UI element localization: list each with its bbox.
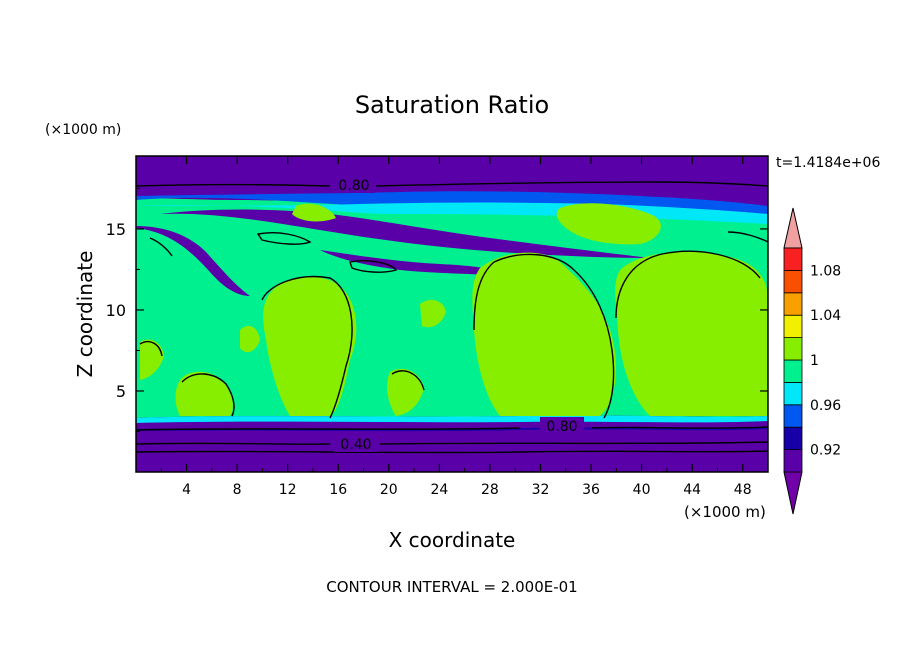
y-axis-label: Z coordinate	[73, 251, 97, 378]
x-unit-label: (×1000 m)	[684, 503, 766, 521]
x-tick-label-3: 16	[329, 482, 347, 498]
colorbar-under-triangle	[783, 471, 803, 515]
colorbar-swatch-9	[783, 247, 803, 271]
contour-interval-footer: CONTOUR INTERVAL = 2.000E-01	[326, 578, 577, 596]
y-tick-label-0: 5	[116, 382, 126, 401]
colorbar-swatch-2	[783, 404, 803, 428]
colorbar-swatch-8	[783, 269, 803, 294]
field-cyan-edge-bottom	[136, 415, 768, 423]
x-tick-label-7: 32	[532, 482, 550, 498]
contour-labels: 0.80 0.80 0.40	[333, 176, 584, 453]
x-tick-label-1: 8	[233, 482, 242, 498]
field-dry-filament-1	[160, 209, 650, 258]
contour-label-lower: 0.40	[340, 437, 371, 453]
colorbar-swatch-3	[783, 381, 803, 406]
colorbar-swatch-0	[783, 449, 803, 473]
x-tick-label-6: 28	[481, 482, 499, 498]
x-tick-label-4: 20	[380, 482, 398, 498]
y-tick-label-2: 15	[106, 220, 126, 239]
x-tick-label-10: 44	[683, 482, 701, 498]
y-axis-ticks: 5 10 15	[106, 187, 768, 432]
x-tick-label-0: 4	[182, 482, 191, 498]
y-unit-label: (×1000 m)	[45, 122, 121, 138]
colorbar-swatch-1	[783, 426, 803, 451]
x-axis-label: X coordinate	[389, 528, 516, 552]
colorbar-swatch-5	[783, 337, 803, 361]
contour-lines	[136, 181, 768, 454]
contour-label-middle: 0.80	[546, 419, 577, 435]
contour-field	[136, 156, 768, 472]
colorbar-swatch-6	[783, 314, 803, 339]
x-tick-label-9: 40	[633, 482, 651, 498]
field-dry-filament-2	[136, 226, 250, 296]
x-tick-label-8: 36	[582, 482, 600, 498]
time-label: t=1.4184e+06	[776, 155, 880, 171]
x-tick-label-5: 24	[430, 482, 448, 498]
colorbar: 0.92 0.96 1 1.04 1.08	[783, 207, 841, 515]
colorbar-label-0: 0.92	[810, 443, 841, 459]
x-tick-label-11: 48	[734, 482, 752, 498]
contour-label-upper: 0.80	[338, 178, 369, 194]
x-tick-label-2: 12	[279, 482, 297, 498]
colorbar-label-2: 1	[810, 353, 819, 369]
colorbar-label-3: 1.04	[810, 308, 841, 324]
colorbar-over-triangle	[783, 207, 803, 249]
colorbar-label-4: 1.08	[810, 263, 841, 279]
plot-frame	[135, 155, 769, 473]
colorbar-swatch-7	[783, 292, 803, 316]
colorbar-label-1: 0.96	[810, 398, 841, 414]
chart-title: Saturation Ratio	[355, 91, 549, 119]
field-light-green-regions	[140, 203, 768, 416]
field-dry-filament-3	[320, 250, 520, 276]
colorbar-swatch-4	[783, 359, 803, 383]
x-axis-ticks: 4 8 12 16 20 24 28 32 36 40 44 48	[160, 156, 752, 498]
y-tick-label-1: 10	[106, 301, 126, 320]
